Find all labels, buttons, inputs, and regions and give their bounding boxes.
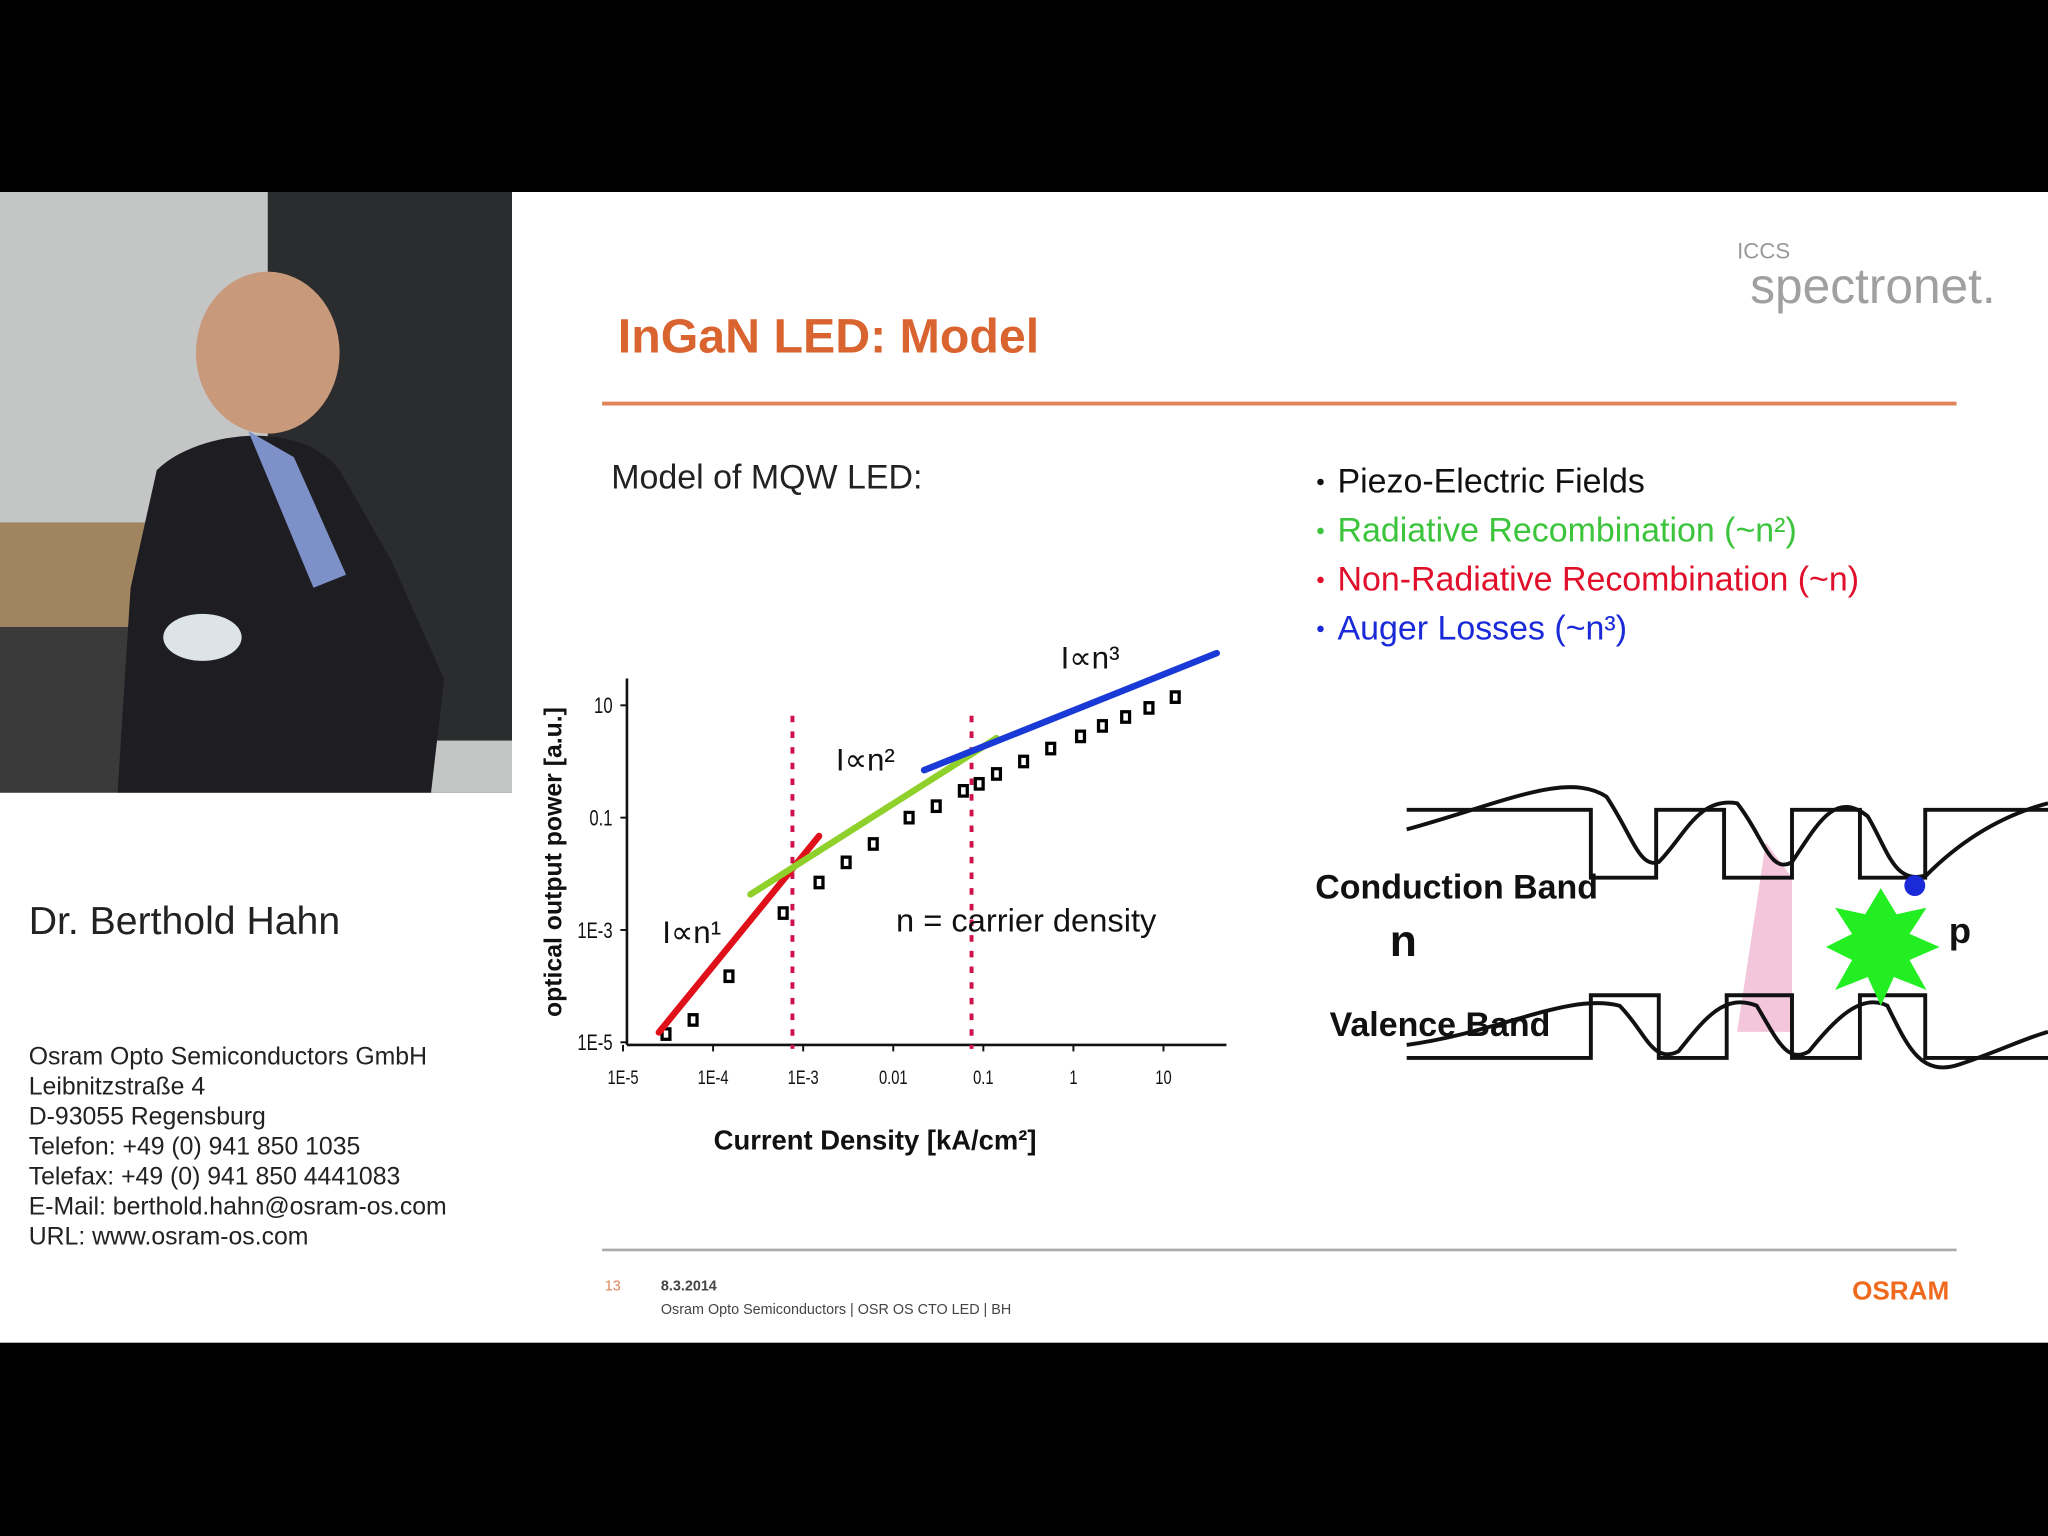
y-tick-label: 1E-3 xyxy=(577,919,612,944)
x-tick-label: 0.01 xyxy=(879,1066,908,1089)
data-point xyxy=(1096,719,1108,733)
data-point xyxy=(930,799,942,814)
carrier-dot xyxy=(1904,875,1926,896)
y-tick-label: 10 xyxy=(594,694,613,719)
x-tick-label: 10 xyxy=(1155,1066,1171,1089)
bullet-dot xyxy=(1317,576,1324,584)
p-label: p xyxy=(1949,910,1971,951)
data-point xyxy=(1169,690,1181,704)
x-tick-label: 1E-3 xyxy=(788,1066,819,1089)
bullet-list: Piezo-Electric Fields Radiative Recombina… xyxy=(1317,462,1859,647)
data-point xyxy=(973,776,985,791)
footer-date: 8.3.2014 xyxy=(661,1278,717,1294)
fit-label: I∝n¹ xyxy=(662,915,721,950)
data-point xyxy=(777,906,789,920)
x-tick-label: 0.1 xyxy=(973,1066,993,1089)
conduction-band-label: Conduction Band xyxy=(1315,869,1598,907)
y-tick-label: 1E-5 xyxy=(577,1031,612,1056)
data-point xyxy=(1074,729,1087,744)
data-point xyxy=(903,810,915,825)
data-point xyxy=(1120,710,1132,724)
x-tick-label: 1E-4 xyxy=(698,1066,729,1089)
slide xyxy=(512,192,2048,1343)
speaker-info-panel xyxy=(0,792,512,1343)
chart: 1E-5 1E-4 1E-3 0.01 0.1 1 10 1E-5 1E-3 0.1 10 Curre… xyxy=(541,641,1227,1155)
bullet-text: Piezo-Electric Fields xyxy=(1337,462,1644,500)
logo-spectronet: spectronet. xyxy=(1750,258,1996,314)
fit-label: I∝n³ xyxy=(1061,641,1120,676)
fit-line xyxy=(920,649,1220,774)
speaker-video xyxy=(0,192,512,793)
shirt xyxy=(248,431,347,588)
x-axis-label: Current Density [kA/cm²] xyxy=(714,1124,1037,1155)
bullet-dot xyxy=(1317,478,1324,486)
bullet-text: Radiative Recombination (~n²) xyxy=(1337,511,1796,549)
data-point xyxy=(1045,741,1057,756)
speaker-body xyxy=(117,435,445,793)
speaker-name: Dr. Berthold Hahn xyxy=(29,900,340,943)
contact-line: Telefon: +49 (0) 941 850 1035 xyxy=(29,1134,361,1161)
bullet-text: Auger Losses (~n³) xyxy=(1337,609,1627,647)
slide-subtitle: Model of MQW LED: xyxy=(611,458,922,496)
lamp xyxy=(163,613,242,661)
data-point xyxy=(723,969,735,984)
footer-line: Osram Opto Semiconductors | OSR OS CTO L… xyxy=(661,1302,1011,1318)
photon-burst xyxy=(1825,888,1940,1006)
hatch-region xyxy=(1737,842,1792,1032)
bullet-dot xyxy=(1317,527,1324,535)
contact-line: URL: www.osram-os.com xyxy=(29,1224,309,1251)
data-point xyxy=(990,767,1003,781)
x-tick-label: 1E-5 xyxy=(608,1066,639,1089)
y-tick-label: 0.1 xyxy=(589,806,612,831)
fit-line xyxy=(747,734,1000,898)
bullet-dot xyxy=(1317,625,1324,633)
valence-band-label: Valence Band xyxy=(1330,1006,1551,1044)
band-diagram xyxy=(1406,785,2048,1070)
x-tick-label: 1 xyxy=(1069,1066,1077,1089)
data-point xyxy=(1018,754,1030,769)
data-point xyxy=(1143,701,1155,715)
page-number: 13 xyxy=(605,1278,621,1294)
data-point xyxy=(813,875,825,890)
logo-iccs: ICCS xyxy=(1737,239,1790,264)
chart-annotation: n = carrier density xyxy=(896,901,1157,938)
bullet-text: Non-Radiative Recombination (~n) xyxy=(1337,560,1859,598)
conduction-band-curve xyxy=(1406,785,2048,879)
y-axis-label: optical output power [a.u.] xyxy=(541,707,568,1017)
contact-line: Leibnitzstraße 4 xyxy=(29,1074,206,1101)
valence-band-curve xyxy=(1406,1000,2048,1070)
data-point xyxy=(660,1027,672,1041)
osram-logo: OSRAM xyxy=(1852,1276,1949,1306)
contact-line: Osram Opto Semiconductors GmbH xyxy=(29,1043,427,1070)
data-point xyxy=(957,783,969,798)
n-label: n xyxy=(1390,917,1417,966)
slide-title: InGaN LED: Model xyxy=(618,310,1039,364)
data-point xyxy=(687,1013,699,1027)
contact-block: Osram Opto Semiconductors GmbH Leibnitzst… xyxy=(29,1043,447,1250)
contact-line: D-93055 Regensburg xyxy=(29,1104,266,1131)
contact-line: Telefax: +49 (0) 941 850 4441083 xyxy=(29,1164,401,1191)
data-point xyxy=(867,837,879,851)
valence-band-edge xyxy=(1406,993,2048,1060)
contact-line: E-Mail: berthold.hahn@osram-os.com xyxy=(29,1194,447,1221)
speaker-head xyxy=(195,271,340,434)
fit-label: I∝n² xyxy=(836,743,895,778)
data-point xyxy=(840,855,852,870)
